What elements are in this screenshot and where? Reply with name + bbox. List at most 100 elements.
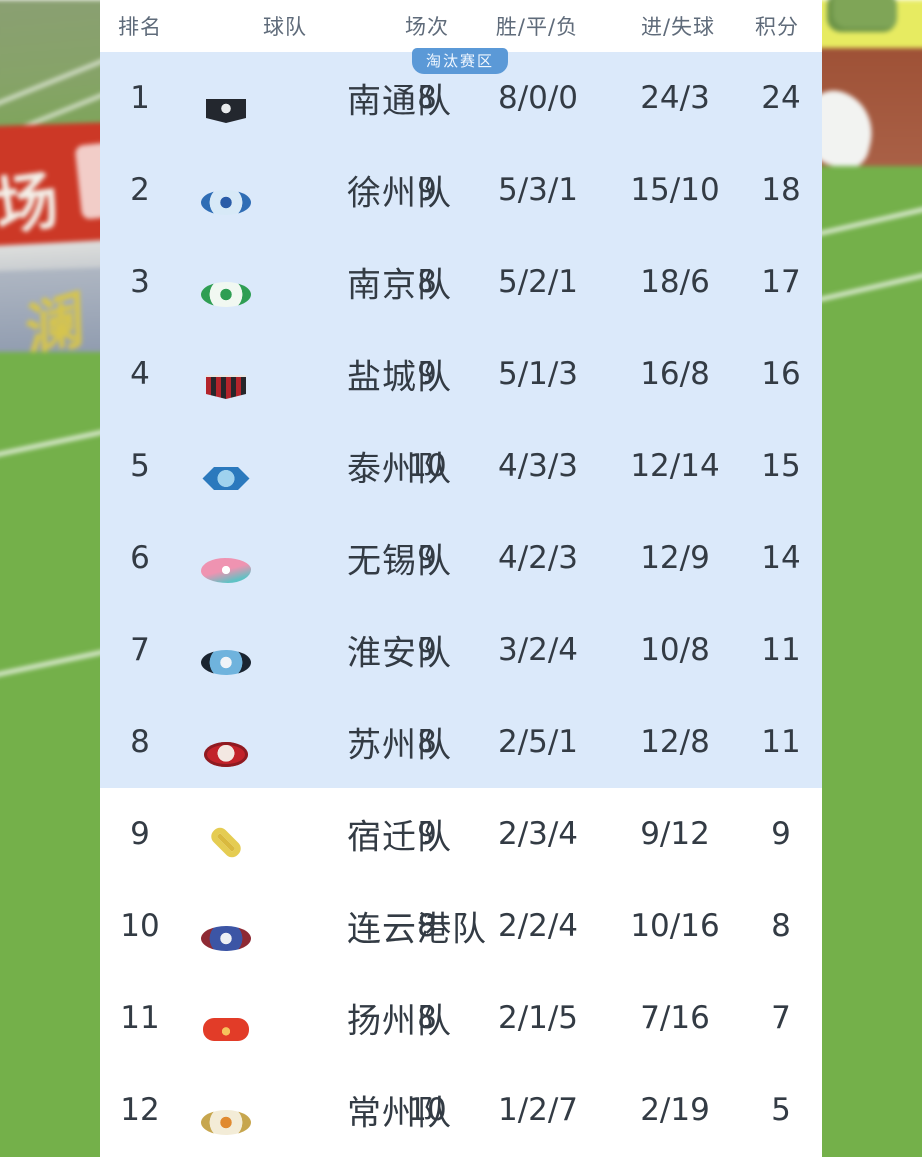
wuxi-crest [201,558,251,583]
rank-cell: 2 [130,172,150,208]
suqian-crest [207,824,245,861]
xuzhou-crest [201,190,251,215]
win-draw-loss-cell: 1/2/7 [497,1092,579,1128]
team-name: 徐州队 [347,173,452,214]
goals-cell: 10/16 [630,908,720,944]
header-team: 球队 [263,15,307,39]
win-draw-loss-cell: 5/1/3 [497,356,579,392]
matches-cell: 8 [417,264,437,300]
stadium-background-left: 场 澜 [0,0,142,1157]
win-draw-loss-cell: 4/3/3 [497,448,579,484]
matches-cell: 8 [417,80,437,116]
team-name: 常州队 [347,1093,452,1134]
rank-cell: 3 [130,264,150,300]
ad-board-text: 场 [0,163,64,246]
team-name: 连云港队 [347,909,487,950]
team-name: 苏州队 [347,725,452,766]
goals-cell: 10/8 [640,632,710,668]
rank-cell: 8 [130,724,150,760]
standings-rows: 1 南通队 8 8/0/0 24/3 24 2 徐州队 9 5/3/1 15/1… [100,52,822,1156]
matches-cell: 9 [417,172,437,208]
taizhou-crest [202,467,250,490]
table-row[interactable]: 7 淮安队 9 3/2/4 10/8 11 [100,604,822,696]
table-row[interactable]: 10 连云港队 8 2/2/4 10/16 8 [100,880,822,972]
table-row[interactable]: 3 南京队 8 5/2/1 18/6 17 [100,236,822,328]
team-name: 泰州队 [347,449,452,490]
win-draw-loss-cell: 2/2/4 [497,908,579,944]
goals-cell: 9/12 [640,816,710,852]
team-logo [201,625,251,675]
table-row[interactable]: 8 苏州队 8 2/5/1 12/8 11 [100,696,822,788]
win-draw-loss-cell: 3/2/4 [497,632,579,668]
points-cell: 18 [761,172,801,208]
changzhou-crest [201,1110,251,1135]
suzhou-crest [204,742,248,767]
matches-cell: 8 [417,724,437,760]
win-draw-loss-cell: 4/2/3 [497,540,579,576]
win-draw-loss-cell: 8/0/0 [497,80,579,116]
pitch-grass-left [0,352,142,1157]
table-row[interactable]: 1 南通队 8 8/0/0 24/3 24 [100,52,822,144]
yancheng-crest [206,375,246,399]
team-name: 扬州队 [347,1001,452,1042]
goals-cell: 15/10 [630,172,720,208]
nantong-crest [206,99,246,123]
team-name: 宿迁队 [347,817,452,858]
table-row[interactable]: 6 无锡队 9 4/2/3 12/9 14 [100,512,822,604]
team-logo [201,809,251,861]
points-cell: 11 [761,632,801,668]
ad-logo-icon [827,0,897,32]
table-row[interactable]: 2 徐州队 9 5/3/1 15/10 18 [100,144,822,236]
header-matches: 场次 [405,15,449,39]
yangzhou-crest [203,1018,249,1041]
track-area-right [795,48,922,174]
team-logo [201,533,251,583]
team-name: 盐城队 [347,357,452,398]
team-logo [201,441,251,491]
nanjing-crest [201,282,251,307]
points-cell: 15 [761,448,801,484]
win-draw-loss-cell: 5/3/1 [497,172,579,208]
rank-cell: 1 [130,80,150,116]
rank-cell: 5 [130,448,150,484]
team-logo [201,73,251,123]
rank-cell: 10 [120,908,160,944]
team-name: 南京队 [347,265,452,306]
team-logo [201,901,251,951]
points-cell: 5 [771,1092,791,1128]
table-row[interactable]: 5 泰州队 10 4/3/3 12/14 15 [100,420,822,512]
points-cell: 7 [771,1000,791,1036]
goals-cell: 12/9 [640,540,710,576]
rank-cell: 7 [130,632,150,668]
lianyungang-crest [201,926,251,951]
table-row[interactable]: 12 常州队 10 1/2/7 2/19 5 [100,1064,822,1156]
team-name: 淮安队 [347,633,452,674]
team-logo [201,165,251,215]
matches-cell: 9 [417,816,437,852]
table-row[interactable]: 11 扬州队 8 2/1/5 7/16 7 [100,972,822,1064]
win-draw-loss-cell: 2/1/5 [497,1000,579,1036]
matches-cell: 8 [417,1000,437,1036]
gray-ad-board: 澜 [0,267,110,371]
goals-cell: 24/3 [640,80,710,116]
team-name: 无锡队 [347,541,452,582]
yellow-ad-board [817,0,922,48]
table-row[interactable]: 4 盐城队 9 5/1/3 16/8 16 [100,328,822,420]
table-row[interactable]: 9 宿迁队 9 2/3/4 9/12 9 [100,788,822,880]
team-logo [201,349,251,399]
points-cell: 9 [771,816,791,852]
header-rank: 排名 [118,15,162,39]
points-cell: 17 [761,264,801,300]
pitch-grass-right [791,166,922,1157]
matches-cell: 9 [417,540,437,576]
red-ad-board: 场 [0,122,119,256]
win-draw-loss-cell: 2/3/4 [497,816,579,852]
matches-cell: 9 [417,356,437,392]
points-cell: 11 [761,724,801,760]
track-area-left [0,0,133,147]
win-draw-loss-cell: 2/5/1 [497,724,579,760]
goals-cell: 12/8 [640,724,710,760]
team-name: 南通队 [347,81,452,122]
rank-cell: 9 [130,816,150,852]
team-logo [201,1085,251,1135]
